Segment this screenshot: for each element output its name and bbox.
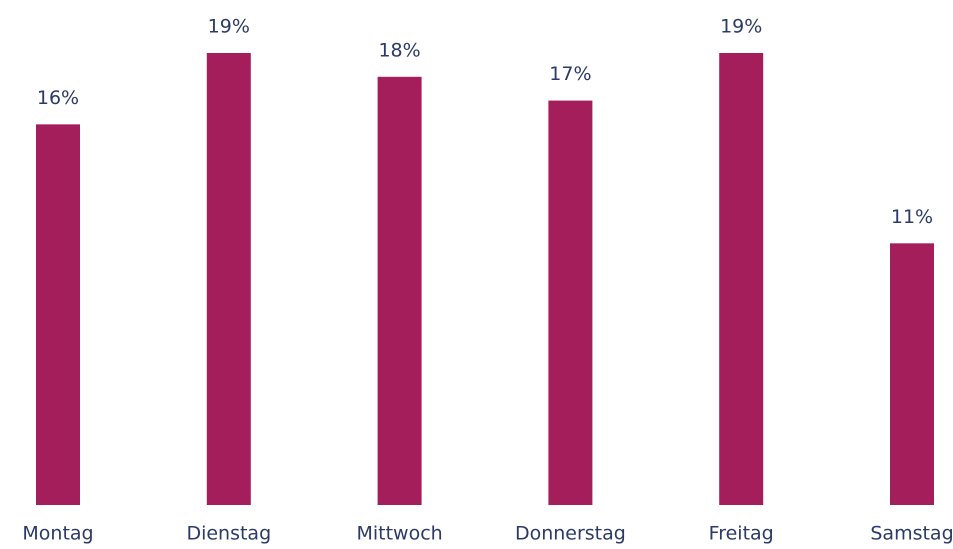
x-tick-label: Freitag (709, 523, 774, 545)
bar (548, 100, 593, 505)
value-label: 19% (208, 16, 250, 38)
bar (36, 124, 80, 506)
x-tick-label: Samstag (870, 523, 953, 545)
x-tick-label: Dienstag (186, 523, 271, 545)
value-label: 17% (549, 63, 591, 85)
bar (377, 76, 422, 505)
bar (719, 53, 764, 505)
x-tick-label: Mittwoch (356, 523, 442, 545)
x-tick-label: Donnerstag (515, 523, 626, 545)
value-label: 11% (891, 206, 933, 228)
bar (206, 53, 251, 505)
x-tick-label: Montag (22, 523, 93, 545)
value-label: 18% (378, 39, 420, 61)
bar (890, 243, 934, 505)
value-label: 16% (37, 87, 79, 109)
value-label: 19% (720, 16, 762, 38)
